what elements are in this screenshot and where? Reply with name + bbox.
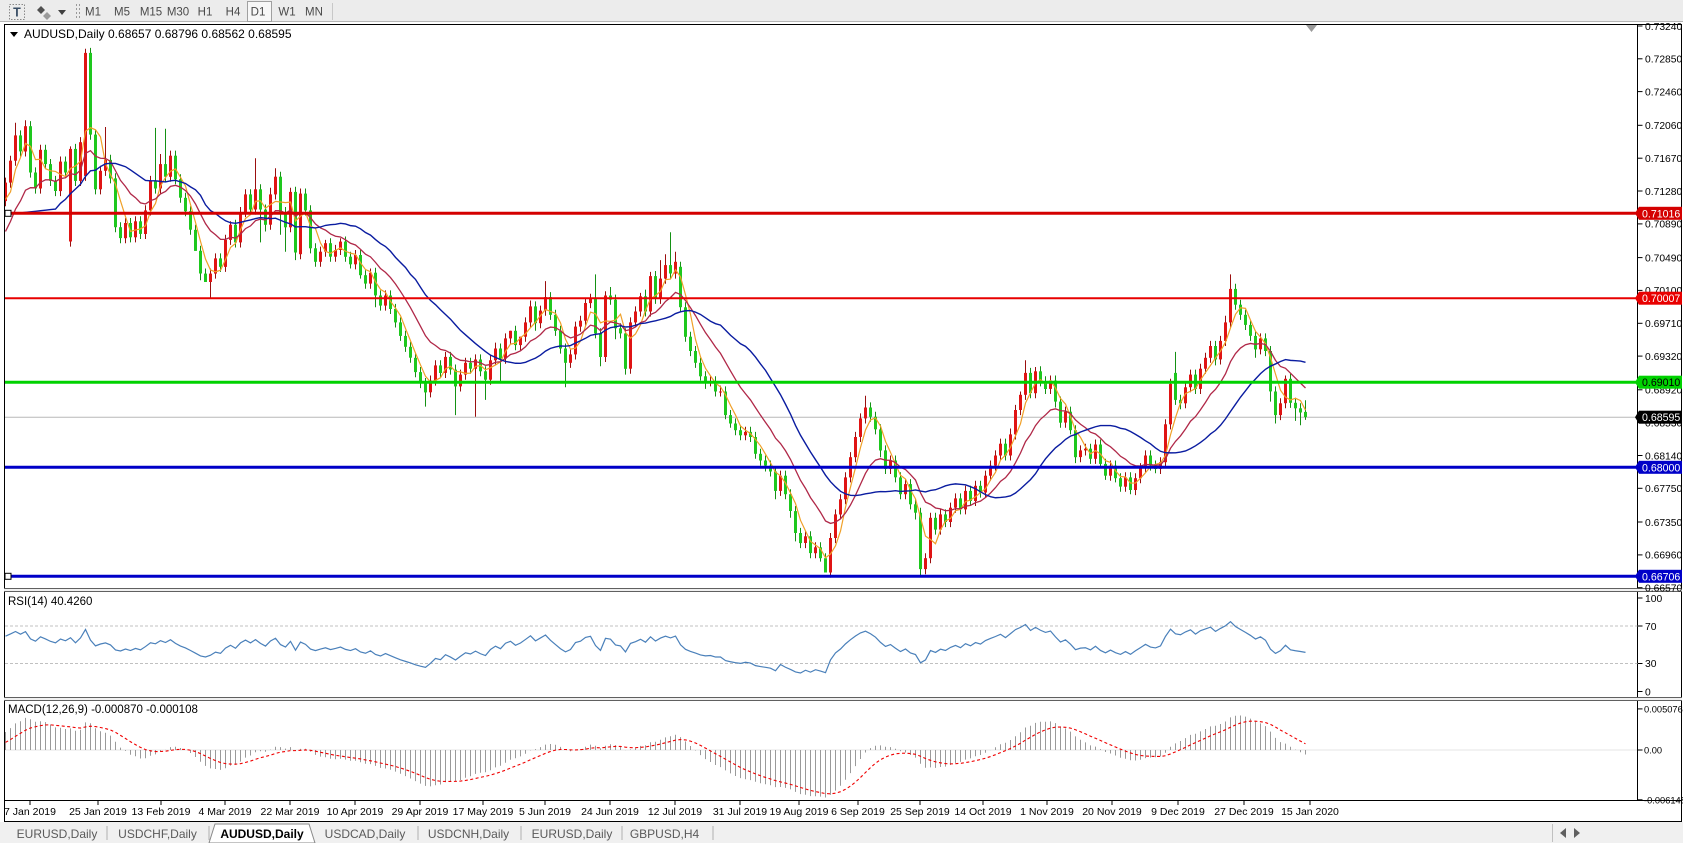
svg-text:GBPUSD,H4: GBPUSD,H4 [630, 827, 700, 841]
svg-text:AUDUSD,Daily 0.68657 0.68796: AUDUSD,Daily 0.68657 0.68796 0.68562 0.6… [24, 27, 292, 41]
svg-text:25 Jan 2019: 25 Jan 2019 [69, 806, 127, 818]
svg-text:0.68530: 0.68530 [1645, 418, 1682, 429]
svg-text:MACD(12,26,9) -0.000870 -0.000: MACD(12,26,9) -0.000870 -0.000108 [8, 704, 198, 716]
svg-text:-0.006148: -0.006148 [1644, 795, 1683, 805]
svg-text:0.68595: 0.68595 [1642, 412, 1680, 424]
svg-text:30: 30 [1645, 659, 1657, 670]
svg-text:0.70007: 0.70007 [1642, 293, 1680, 305]
svg-text:19 Aug 2019: 19 Aug 2019 [770, 806, 829, 818]
svg-text:H1: H1 [198, 7, 213, 19]
svg-text:0.71280: 0.71280 [1645, 187, 1682, 198]
svg-text:0.72850: 0.72850 [1645, 55, 1682, 66]
svg-text:24 Jun 2019: 24 Jun 2019 [581, 806, 639, 818]
svg-text:T: T [13, 6, 21, 20]
svg-text:13 Feb 2019: 13 Feb 2019 [132, 806, 191, 818]
svg-text:M5: M5 [114, 7, 130, 19]
svg-text:4 Mar 2019: 4 Mar 2019 [198, 806, 251, 818]
svg-text:0.69320: 0.69320 [1645, 352, 1682, 363]
svg-text:M1: M1 [85, 7, 101, 19]
svg-text:29 Apr 2019: 29 Apr 2019 [392, 806, 449, 818]
svg-text:100: 100 [1645, 594, 1662, 605]
svg-text:12 Jul 2019: 12 Jul 2019 [648, 806, 702, 818]
svg-text:0.68920: 0.68920 [1645, 386, 1682, 397]
svg-text:0.68140: 0.68140 [1645, 451, 1682, 462]
svg-text:H4: H4 [226, 7, 241, 19]
svg-text:17 May 2019: 17 May 2019 [453, 806, 514, 818]
svg-text:RSI(14) 40.4260: RSI(14) 40.4260 [8, 596, 92, 608]
svg-text:0.005076: 0.005076 [1644, 705, 1683, 715]
svg-text:0.73240: 0.73240 [1645, 22, 1682, 33]
svg-text:25 Sep 2019: 25 Sep 2019 [890, 806, 950, 818]
svg-text:5 Jun 2019: 5 Jun 2019 [519, 806, 571, 818]
svg-text:27 Dec 2019: 27 Dec 2019 [1214, 806, 1274, 818]
svg-text:22 Mar 2019: 22 Mar 2019 [261, 806, 320, 818]
svg-text:0.66960: 0.66960 [1645, 551, 1682, 562]
svg-text:W1: W1 [278, 7, 295, 19]
svg-text:20 Nov 2019: 20 Nov 2019 [1082, 806, 1142, 818]
svg-text:0.70890: 0.70890 [1645, 220, 1682, 231]
svg-text:EURUSD,Daily: EURUSD,Daily [532, 827, 613, 841]
svg-text:0.72060: 0.72060 [1645, 121, 1682, 132]
svg-text:10 Apr 2019: 10 Apr 2019 [327, 806, 384, 818]
svg-text:USDCNH,Daily: USDCNH,Daily [428, 827, 509, 841]
svg-text:1 Nov 2019: 1 Nov 2019 [1020, 806, 1074, 818]
svg-text:0.71670: 0.71670 [1645, 154, 1682, 165]
svg-text:M15: M15 [140, 7, 162, 19]
svg-text:USDCHF,Daily: USDCHF,Daily [118, 827, 197, 841]
svg-text:0.69010: 0.69010 [1642, 377, 1680, 389]
svg-text:0: 0 [1645, 687, 1651, 698]
svg-text:0.66706: 0.66706 [1642, 571, 1680, 583]
svg-text:31 Jul 2019: 31 Jul 2019 [713, 806, 767, 818]
svg-text:7 Jan 2019: 7 Jan 2019 [4, 806, 56, 818]
svg-text:AUDUSD,Daily: AUDUSD,Daily [220, 827, 304, 841]
svg-text:70: 70 [1645, 622, 1657, 633]
svg-text:0.66570: 0.66570 [1645, 584, 1682, 595]
svg-text:USDCAD,Daily: USDCAD,Daily [325, 827, 406, 841]
svg-text:0.72460: 0.72460 [1645, 87, 1682, 98]
svg-text:EURUSD,Daily: EURUSD,Daily [17, 827, 98, 841]
svg-text:15 Jan 2020: 15 Jan 2020 [1281, 806, 1339, 818]
svg-text:0.67750: 0.67750 [1645, 484, 1682, 495]
svg-text:0.68000: 0.68000 [1642, 462, 1680, 474]
svg-text:6 Sep 2019: 6 Sep 2019 [831, 806, 885, 818]
svg-text:MN: MN [305, 7, 323, 19]
svg-text:0.67350: 0.67350 [1645, 518, 1682, 529]
svg-text:14 Oct 2019: 14 Oct 2019 [954, 806, 1011, 818]
svg-text:0.70490: 0.70490 [1645, 253, 1682, 264]
svg-text:D1: D1 [251, 7, 266, 19]
svg-text:0.00: 0.00 [1644, 746, 1662, 756]
svg-text:0.71016: 0.71016 [1642, 208, 1680, 220]
svg-text:0.69710: 0.69710 [1645, 319, 1682, 330]
svg-text:M30: M30 [167, 7, 189, 19]
svg-text:9 Dec 2019: 9 Dec 2019 [1151, 806, 1205, 818]
